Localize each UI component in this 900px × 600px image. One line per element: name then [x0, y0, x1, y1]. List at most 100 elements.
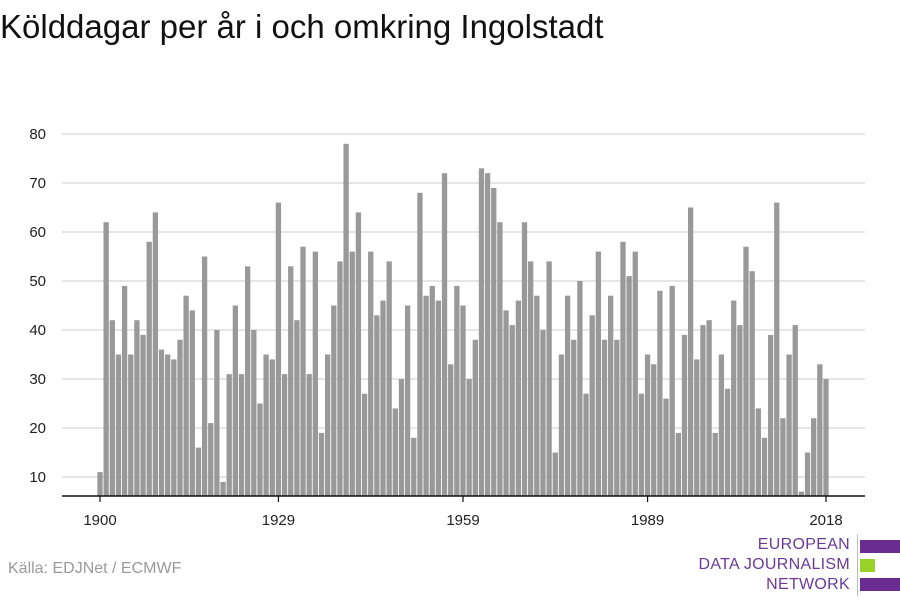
bar-1976 [564, 295, 571, 496]
logo-line-1: EUROPEAN [757, 536, 850, 553]
bar-2010 [774, 202, 780, 496]
bar-2006 [749, 271, 755, 496]
bar-1908 [146, 241, 152, 496]
bar-1975 [558, 354, 565, 496]
logo-separator [857, 534, 858, 596]
x-tick-label: 1959 [446, 512, 479, 529]
y-tick-label: 50 [29, 273, 46, 290]
bar-1987 [632, 251, 638, 496]
bar-2016 [811, 418, 817, 496]
bar-1985 [620, 241, 626, 496]
bar-1966 [503, 310, 509, 496]
bar-1932 [294, 320, 300, 496]
bar-1913 [177, 339, 183, 496]
bar-1960 [466, 379, 472, 496]
bar-1981 [595, 251, 601, 496]
bar-2002 [724, 388, 731, 496]
y-tick-label: 80 [29, 126, 46, 143]
bar-1958 [454, 285, 460, 496]
bar-1979 [583, 393, 589, 496]
bar-1974 [552, 452, 558, 496]
chart-title: Kölddagar per år i och omkring Ingolstad… [0, 8, 604, 45]
x-tick-label: 1989 [631, 512, 664, 529]
y-tick-label: 70 [29, 175, 46, 192]
bar-1992 [663, 398, 669, 496]
bar-1959 [460, 305, 466, 496]
bar-1916 [195, 447, 202, 496]
bar-1961 [472, 339, 478, 496]
bar-1984 [614, 339, 620, 496]
bar-1918 [208, 423, 214, 496]
logo-bar-top [860, 540, 900, 553]
bar-2007 [755, 408, 761, 496]
bar-1927 [263, 354, 269, 496]
bar-1910 [158, 349, 165, 496]
bar-1926 [257, 403, 263, 496]
y-tick-label: 20 [29, 420, 46, 437]
bar-1969 [521, 222, 528, 496]
y-tick-label: 60 [29, 224, 46, 241]
bar-2000 [712, 432, 718, 496]
source-note: Källa: EDJNet / ECMWF [8, 560, 182, 577]
bar-2015 [804, 452, 811, 496]
bar-1962 [478, 168, 485, 497]
bar-1941 [349, 251, 355, 496]
logo-bar-bottom [860, 578, 900, 591]
x-tick-label: 2018 [809, 512, 842, 529]
bar-1964 [491, 187, 497, 496]
bar-1931 [288, 266, 294, 496]
bar-1982 [601, 339, 608, 496]
bar-1950 [404, 305, 411, 496]
bar-1923 [238, 374, 245, 496]
bar-1933 [300, 246, 306, 496]
bar-1911 [165, 354, 171, 496]
bar-1948 [392, 408, 398, 496]
bar-1920 [220, 481, 226, 496]
bar-1924 [245, 266, 251, 496]
bar-1937 [325, 354, 331, 496]
bar-1963 [484, 173, 491, 496]
bar-1930 [281, 374, 288, 496]
bars [97, 143, 829, 497]
bar-1919 [214, 330, 220, 496]
bar-1983 [608, 295, 614, 496]
bar-1904 [121, 285, 128, 496]
bar-1944 [368, 251, 374, 496]
bar-1936 [318, 432, 325, 496]
bar-1906 [134, 320, 140, 496]
bar-1921 [226, 374, 232, 496]
bar-1947 [386, 261, 392, 496]
bar-1988 [638, 393, 645, 496]
y-tick-label: 30 [29, 371, 46, 388]
axes: 10 20 30 40 50 60 70 80 1900 1929 1959 1989 2018 [29, 126, 865, 529]
bar-1942 [355, 212, 362, 496]
bar-1915 [189, 310, 195, 496]
bar-1939 [337, 261, 343, 496]
bar-1928 [269, 359, 275, 496]
bar-1980 [589, 315, 595, 496]
bar-1943 [361, 393, 368, 496]
bar-1952 [417, 192, 423, 497]
bar-1996 [688, 207, 694, 496]
x-tick-label: 1929 [262, 512, 295, 529]
bar-1998 [700, 325, 706, 496]
bar-1909 [152, 212, 159, 496]
bar-1953 [423, 295, 429, 496]
bar-1997 [694, 359, 700, 496]
bar-1945 [374, 315, 380, 496]
y-tick-label: 40 [29, 322, 46, 339]
bar-1973 [546, 261, 552, 496]
bar-1989 [644, 354, 651, 496]
bar-1912 [171, 359, 177, 496]
bar-1967 [509, 325, 515, 496]
bar-2004 [737, 325, 743, 496]
logo-line-3: NETWORK [766, 576, 850, 593]
x-tick-label: 1900 [83, 512, 116, 529]
bar-1957 [448, 364, 454, 496]
bar-1956 [441, 173, 448, 496]
bar-1907 [140, 334, 146, 496]
bar-1940 [343, 143, 349, 497]
bar-1970 [528, 261, 534, 496]
logo-line-2: DATA JOURNALISM [698, 556, 850, 573]
bar-1901 [103, 222, 109, 496]
